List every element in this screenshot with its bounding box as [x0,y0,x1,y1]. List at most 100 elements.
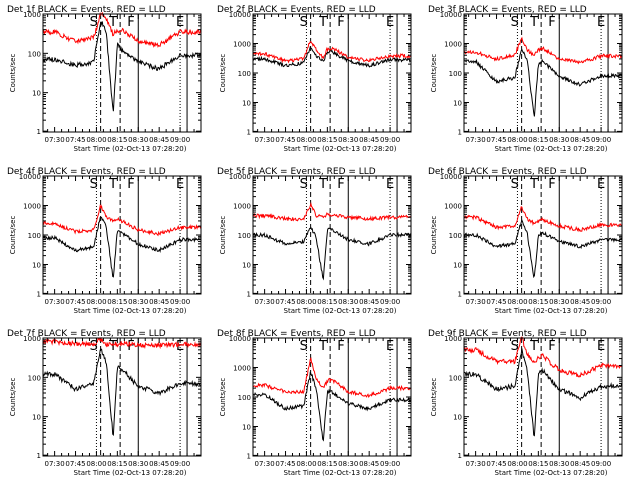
marker-label-t: T [318,339,327,354]
x-axis-label: Start Time (02-Oct-13 07:28:20) [74,469,187,477]
x-tick-label: 07:45 [65,460,85,468]
series-lld-line [252,356,411,398]
x-tick-label: 08:00 [507,298,527,306]
series-events-line [463,48,622,117]
x-tick-label: 08:15 [528,136,548,144]
y-axis-label: Counts/sec [430,216,438,255]
y-tick-label: 10 [242,262,251,270]
marker-label-f: F [548,339,555,354]
y-tick-label: 10 [453,100,462,108]
panel-title: Det 6f BLACK = Events, RED = LLD [428,167,587,177]
x-tick-label: 08:45 [149,460,169,468]
x-tick-label: 08:45 [570,136,590,144]
x-tick-label: 08:00 [86,136,106,144]
x-tick-label: 08:30 [338,298,358,306]
marker-label-s: S [300,15,308,30]
x-tick-label: 08:00 [296,298,316,306]
marker-label-f: F [127,177,134,192]
y-tick-label: 1 [37,452,41,460]
series-events-line [463,348,622,437]
x-tick-label: 07:45 [275,298,295,306]
x-axis-label: Start Time (02-Oct-13 07:28:20) [495,469,608,477]
marker-label-s: S [511,177,519,192]
series-events-line [463,218,622,279]
x-tick-label: 08:30 [338,460,358,468]
panel-title: Det 4f BLACK = Events, RED = LLD [7,167,166,177]
x-tick-label: 07:45 [486,136,506,144]
marker-label-e: E [597,15,605,30]
x-tick-label: 07:30 [45,136,65,144]
x-tick-label: 08:30 [549,136,569,144]
y-tick-label: 100 [449,232,462,240]
y-tick-label: 1 [247,128,251,136]
x-tick-label: 09:00 [170,298,190,306]
marker-label-e: E [176,177,184,192]
plot-frame [463,175,623,295]
marker-label-f: F [337,177,344,192]
series-lld-line [252,201,411,222]
x-tick-label: 08:00 [296,460,316,468]
marker-label-t: T [529,177,538,192]
y-tick-label: 1 [247,452,251,460]
series-lld-line [252,41,411,64]
x-axis-label: Start Time (02-Oct-13 07:28:20) [495,145,608,153]
x-tick-label: 07:30 [466,136,486,144]
marker-label-f: F [127,339,134,354]
marker-label-e: E [176,339,184,354]
x-tick-label: 07:30 [255,460,275,468]
y-tick-label: 1 [37,128,41,136]
marker-label-e: E [597,177,605,192]
x-tick-label: 08:45 [359,460,379,468]
x-tick-label: 09:00 [591,460,611,468]
y-axis-label: Counts/sec [219,216,227,255]
marker-label-s: S [300,177,308,192]
marker-label-e: E [176,15,184,30]
marker-label-t: T [108,339,117,354]
x-tick-label: 08:45 [570,298,590,306]
series-events-line [42,216,201,278]
plot-frame [42,175,202,295]
y-tick-label: 1 [458,290,462,298]
y-tick-label: 1000 [444,335,462,343]
y-axis-label: Counts/sec [9,378,17,417]
y-tick-label: 10000 [440,11,462,19]
x-tick-label: 07:45 [275,460,295,468]
y-tick-label: 10000 [440,173,462,181]
x-tick-label: 08:45 [359,136,379,144]
x-tick-label: 08:15 [317,460,337,468]
series-lld-line [42,203,201,237]
y-tick-label: 100 [449,374,462,382]
y-axis-label: Counts/sec [430,54,438,93]
x-tick-label: 09:00 [380,298,400,306]
marker-label-e: E [386,339,394,354]
x-tick-label: 09:00 [170,460,190,468]
x-tick-label: 08:30 [128,460,148,468]
panel-title: Det 8f BLACK = Events, RED = LLD [217,329,376,339]
y-tick-label: 1000 [233,365,251,373]
x-tick-label: 08:30 [128,298,148,306]
marker-label-t: T [108,177,117,192]
y-tick-label: 100 [449,70,462,78]
y-tick-label: 10 [453,262,462,270]
x-tick-label: 08:30 [549,460,569,468]
x-tick-label: 08:30 [338,136,358,144]
marker-label-t: T [108,15,117,30]
x-tick-label: 09:00 [591,298,611,306]
panel-title: Det 1f BLACK = Events, RED = LLD [7,5,166,15]
x-tick-label: 07:45 [486,460,506,468]
plot-frame [463,337,623,457]
x-tick-label: 08:00 [86,460,106,468]
y-tick-label: 1000 [444,41,462,49]
x-axis-label: Start Time (02-Oct-13 07:28:20) [284,469,397,477]
plot-frame [252,175,412,295]
x-tick-label: 08:45 [149,298,169,306]
marker-label-t: T [529,339,538,354]
y-tick-label: 100 [238,70,251,78]
marker-label-s: S [511,15,519,30]
marker-label-f: F [337,15,344,30]
x-tick-label: 08:15 [317,298,337,306]
y-tick-label: 10000 [229,173,251,181]
